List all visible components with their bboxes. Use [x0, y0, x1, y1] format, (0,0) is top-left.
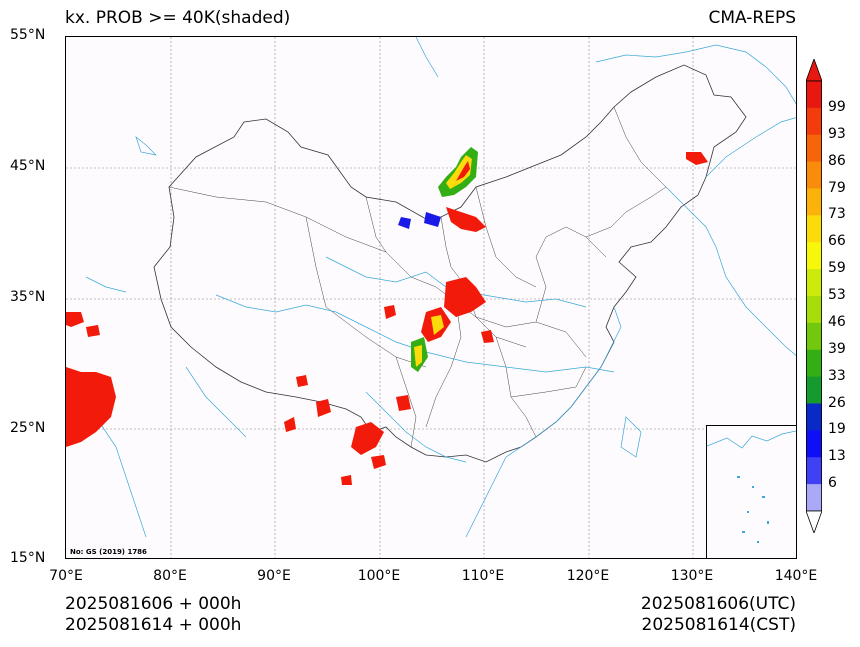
colorbar-tick-label: 53	[828, 287, 846, 303]
country-border-outline	[153, 64, 747, 463]
colorbar-tick-label: 26	[828, 394, 846, 411]
footer-right: 2025081606(UTC) 2025081614(CST)	[641, 594, 796, 636]
lon-tick-80: 80°E	[153, 568, 187, 584]
colorbar-bin	[806, 349, 822, 378]
lon-tick-120: 120°E	[566, 568, 610, 584]
inset-canvas	[707, 430, 796, 543]
colorbar-tick-label: 86	[828, 152, 846, 169]
lon-tick-100: 100°E	[357, 568, 401, 584]
colorbar-tick-label: 99	[828, 98, 846, 115]
footer-left-line-2: 2025081614 + 000h	[65, 615, 242, 635]
footer-right-line-1: 2025081606(UTC)	[640, 594, 796, 614]
colorbar-bin	[806, 430, 822, 458]
lon-tick-110: 110°E	[461, 568, 505, 584]
colorbar-tick-label: 66	[828, 233, 846, 250]
colorbar-tick-label: 13	[828, 448, 846, 465]
colorbar-bin	[806, 134, 822, 163]
colorbar-tick-label: 73	[828, 206, 846, 223]
map-source-note: No: GS (2019) 1786	[70, 548, 147, 556]
lat-tick-15: 15°N	[10, 550, 46, 566]
colorbar-bin	[806, 403, 822, 431]
colorbar-tick-label: 59	[828, 260, 846, 277]
province-borders	[168, 106, 667, 448]
colorbar-bin	[806, 457, 822, 485]
colorbar-tick-label: 33	[828, 367, 846, 384]
map-title-right: CMA-REPS	[708, 8, 796, 28]
colorbar-bin	[806, 376, 822, 404]
lon-tick-140: 140°E	[774, 568, 818, 584]
colorbar-under-triangle	[806, 510, 822, 533]
footer-right-line-2: 2025081614(CST)	[641, 615, 796, 635]
colorbar-over-triangle	[806, 59, 822, 82]
colorbar-tick-label: 39	[828, 340, 846, 357]
colorbar-bin	[806, 161, 822, 189]
lat-tick-35: 35°N	[10, 289, 46, 305]
footer-left-line-1: 2025081606 + 000h	[65, 594, 242, 614]
rivers-coastlines	[75, 37, 796, 538]
lon-tick-130: 130°E	[670, 568, 714, 584]
map-panel: No: GS (2019) 1786	[65, 36, 797, 559]
colorbar-bin	[806, 188, 822, 216]
colorbar-bin	[806, 242, 822, 270]
colorbar-tick-label: 79	[828, 179, 846, 196]
map-canvas	[66, 37, 796, 558]
colorbar-tick-label: 46	[828, 313, 846, 330]
colorbar-bin	[806, 484, 822, 512]
map-title-left: kx. PROB >= 40K(shaded)	[65, 8, 291, 28]
colorbar-bin	[806, 107, 822, 136]
colorbar-bin	[806, 215, 822, 243]
colorbar-bin	[806, 269, 822, 297]
colorbar-tick-label: 19	[828, 421, 846, 438]
colorbar-tick-label: 6	[828, 475, 837, 492]
lat-tick-25: 25°N	[10, 420, 46, 436]
lon-tick-70: 70°E	[49, 568, 83, 584]
footer-left: 2025081606 + 000h 2025081614 + 000h	[65, 594, 241, 636]
south-china-sea-inset	[706, 425, 796, 558]
colorbar-bin	[806, 81, 822, 109]
lat-tick-55: 55°N	[10, 27, 46, 43]
colorbar-tick-label: 93	[828, 125, 846, 142]
probability-shading	[66, 147, 708, 485]
lon-tick-90: 90°E	[257, 568, 291, 584]
colorbar-bin	[806, 322, 822, 351]
colorbar	[806, 59, 822, 533]
colorbar-bin	[806, 296, 822, 324]
lat-tick-45: 45°N	[10, 158, 46, 174]
graticule	[66, 37, 796, 558]
